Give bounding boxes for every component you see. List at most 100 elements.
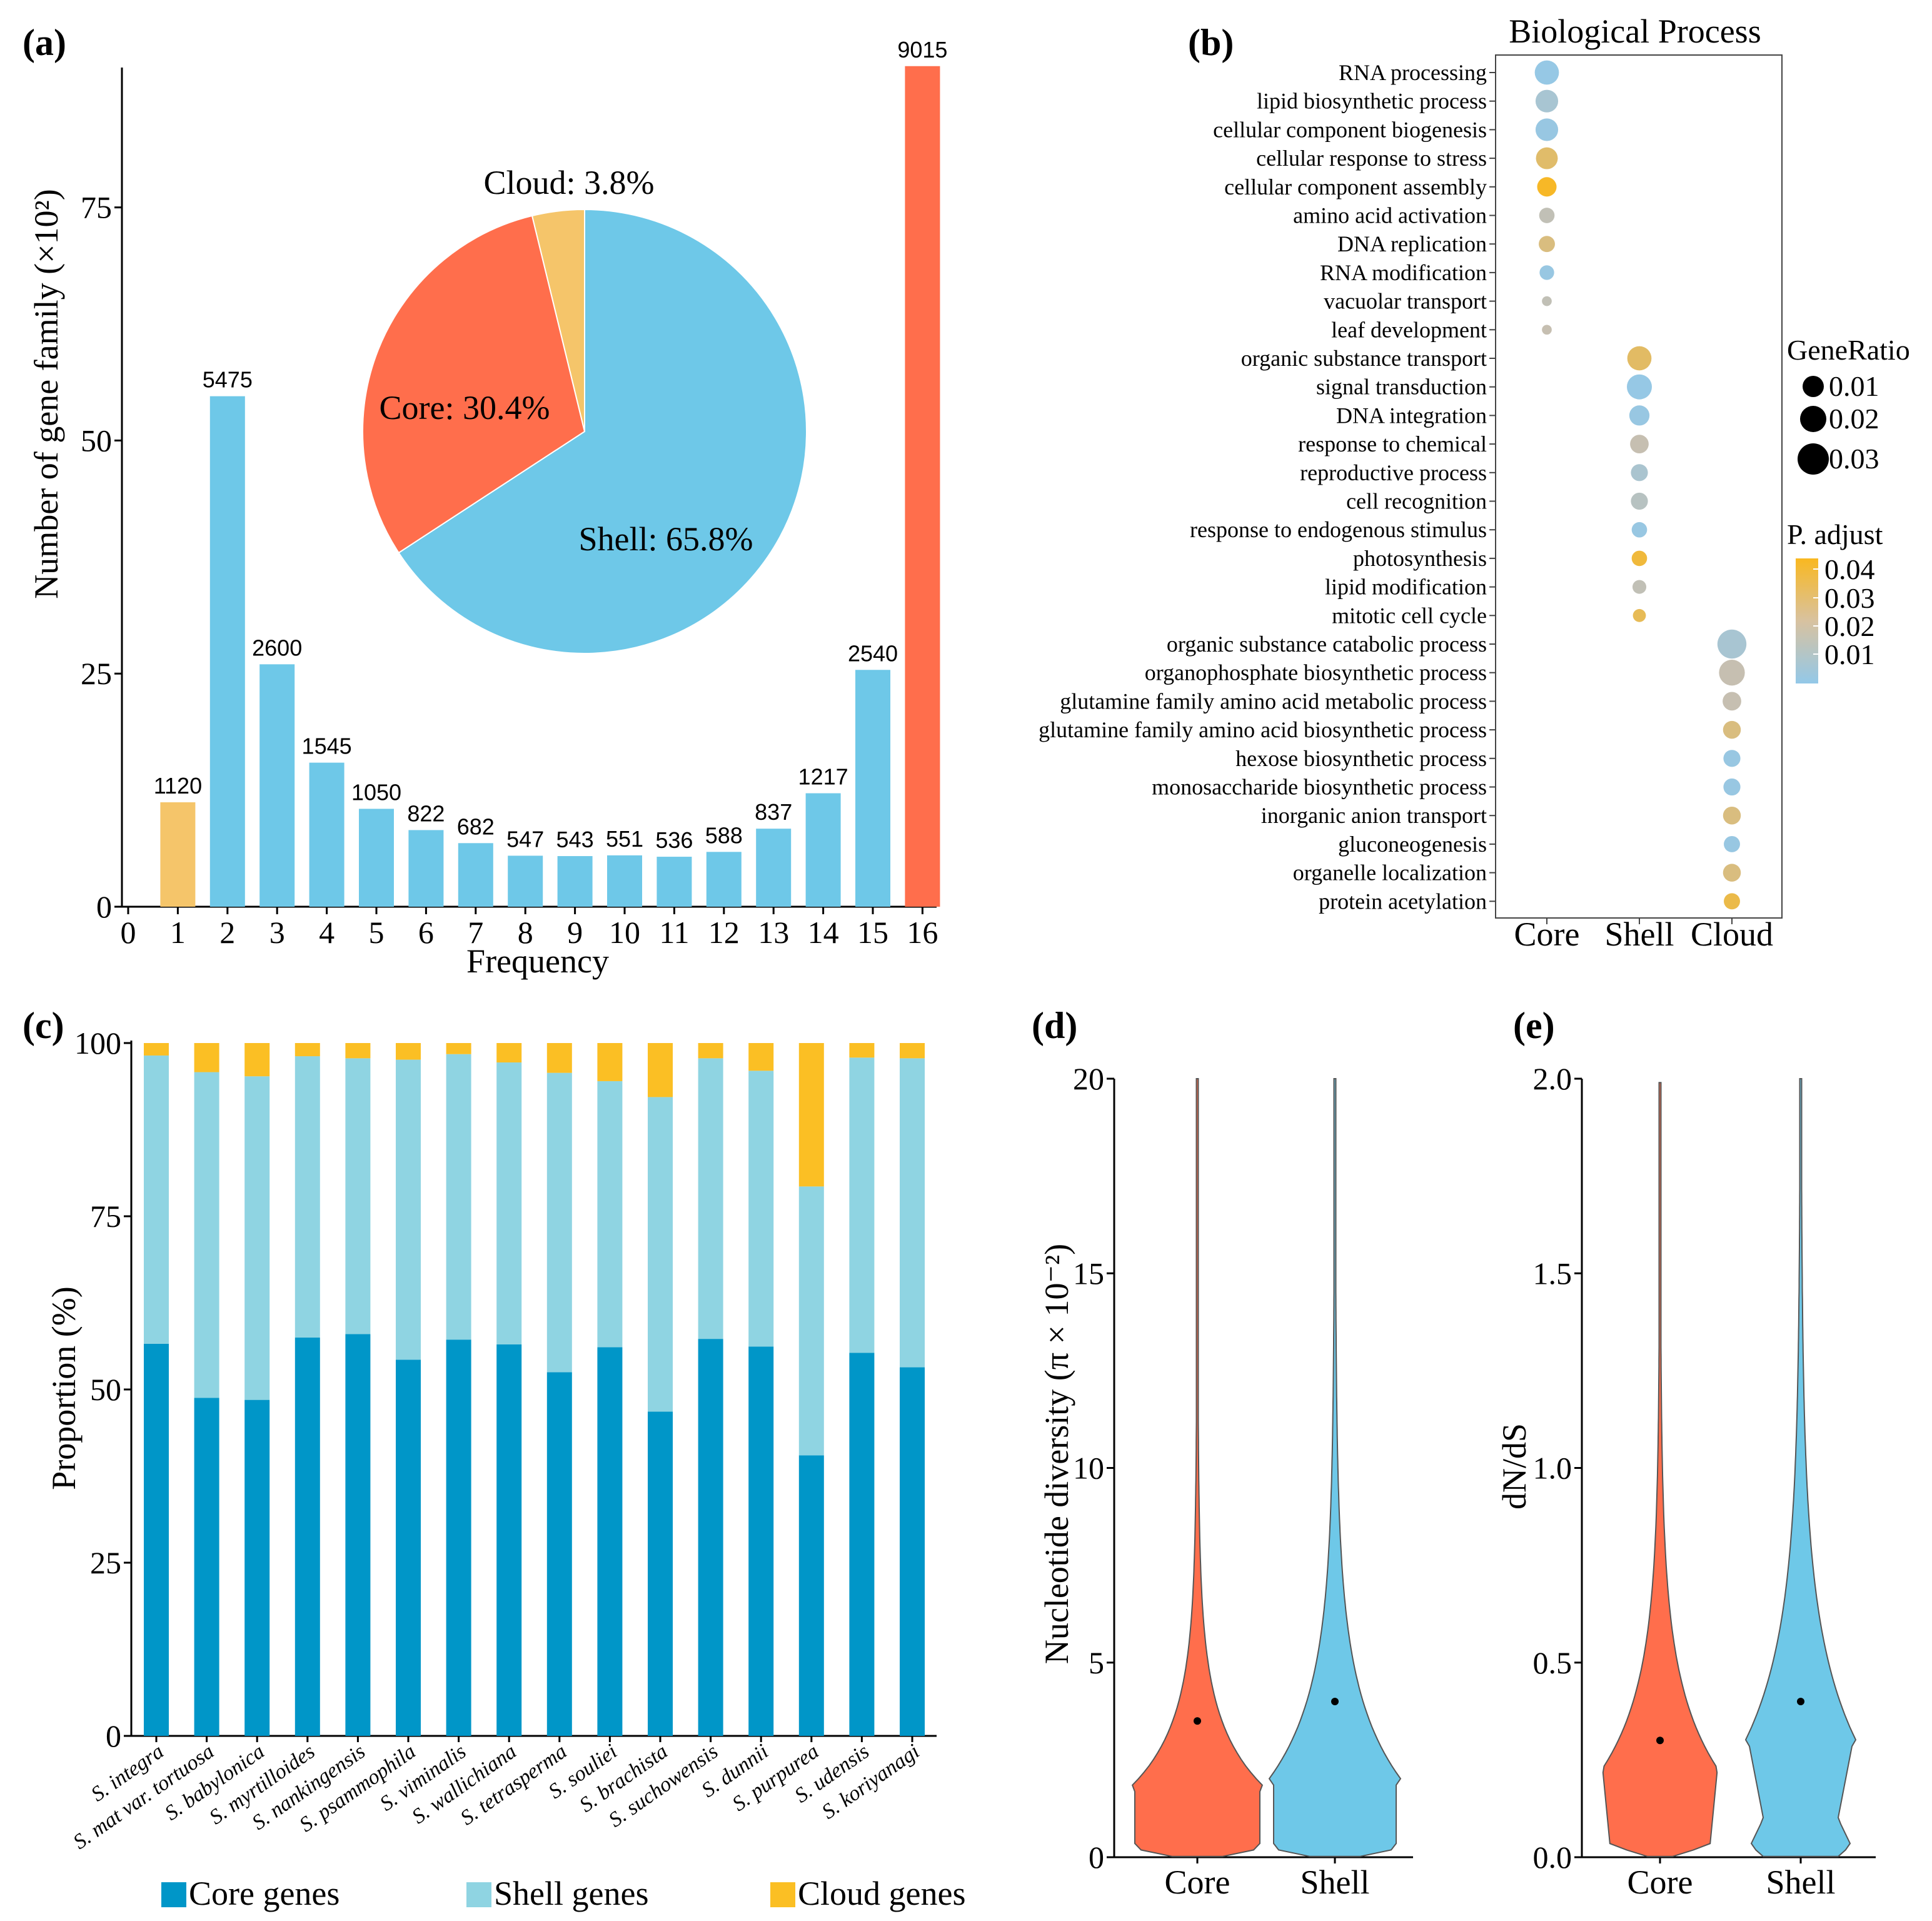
dot-shell [1631, 550, 1648, 567]
x-tick-label: Shell [1766, 1863, 1835, 1901]
dot-core [1536, 147, 1558, 169]
x-tick-label: 15 [857, 915, 888, 950]
term-label: mitotic cell cycle [1332, 603, 1487, 628]
bar-value-label: 5475 [203, 367, 253, 393]
stack-core-genes [546, 1372, 572, 1736]
legend-label: Cloud genes [798, 1875, 965, 1912]
bar-freq-13 [756, 829, 792, 907]
bar-value-label: 543 [556, 827, 594, 852]
stack-shell-genes [194, 1072, 219, 1398]
legend-swatch [161, 1882, 186, 1907]
bar-freq-10 [607, 855, 642, 907]
x-tick-label: 13 [758, 915, 789, 950]
stack-shell-genes [345, 1058, 371, 1334]
legend-padj-title: P. adjust [1787, 518, 1883, 550]
term-label: DNA integration [1336, 403, 1487, 428]
bar-value-label: 9015 [897, 37, 947, 63]
stack-shell-genes [396, 1059, 421, 1360]
dot-cloud [1723, 720, 1741, 739]
legend-label: Shell genes [494, 1875, 648, 1912]
stack-cloud-genes [748, 1043, 774, 1071]
x-tick-label: 11 [659, 915, 689, 950]
panel-label-e: (e) [1513, 1005, 1555, 1046]
dot-cloud [1719, 660, 1745, 686]
x-tick-label-core: Core [1514, 915, 1580, 953]
stack-cloud-genes [446, 1043, 471, 1054]
stack-shell-genes [597, 1081, 623, 1348]
stack-shell-genes [244, 1076, 270, 1400]
stack-shell-genes [294, 1056, 320, 1338]
term-label: glutamine family amino acid metabolic pr… [1060, 688, 1487, 713]
stack-shell-genes [648, 1097, 673, 1412]
dot-shell [1631, 492, 1648, 510]
term-label: glutamine family amino acid biosynthetic… [1039, 717, 1487, 742]
stack-cloud-genes [546, 1043, 572, 1073]
panel-b-dot-plot: Biological Process Core Shell Cloud RNA proc… [1039, 13, 1910, 953]
term-label: DNA replication [1337, 231, 1487, 256]
dot-shell [1633, 608, 1646, 622]
legend-label: Core genes [189, 1875, 340, 1912]
dot-cloud [1723, 806, 1741, 825]
dot-cloud [1724, 835, 1740, 852]
dot-shell [1627, 374, 1652, 400]
bar-freq-9 [557, 856, 593, 907]
dot-shell [1631, 464, 1648, 482]
x-tick-label: 9 [567, 915, 583, 950]
x-tick-label: 8 [518, 915, 533, 950]
term-label: monosaccharide biosynthetic process [1152, 775, 1487, 800]
legend-size-dot [1803, 376, 1824, 397]
median-point [1331, 1698, 1339, 1705]
dot-cloud [1724, 893, 1740, 910]
bar-freq-6 [408, 830, 444, 907]
x-tick-label: Core [1628, 1863, 1693, 1901]
stack-core-genes [698, 1339, 723, 1736]
term-label: amino acid activation [1293, 203, 1487, 228]
stack-core-genes [294, 1337, 320, 1736]
panel-label-b: (b) [1188, 22, 1234, 63]
bar-value-label: 551 [606, 826, 643, 852]
dot-shell [1627, 346, 1652, 371]
dot-shell [1631, 522, 1648, 538]
dot-core [1539, 236, 1555, 253]
y-tick-label: 50 [81, 423, 112, 458]
term-label: inorganic anion transport [1261, 803, 1487, 828]
bar-value-label: 2540 [848, 640, 898, 666]
stack-core-genes [446, 1339, 471, 1736]
stack-shell-genes [144, 1055, 169, 1344]
term-label: response to endogenous stimulus [1190, 517, 1487, 542]
bar-value-label: 1120 [154, 773, 202, 799]
dot-core [1542, 296, 1552, 306]
y-tick-label: 20 [1073, 1061, 1104, 1096]
x-tick-label: 2 [219, 915, 235, 950]
bar-freq-4 [309, 762, 345, 907]
y-axis-label: Number of gene family (×10²) [28, 189, 65, 598]
bar-freq-11 [657, 857, 692, 907]
dot-cloud [1723, 778, 1741, 796]
term-label: response to chemical [1298, 431, 1487, 456]
bar-freq-12 [706, 852, 742, 907]
stack-shell-genes [698, 1058, 723, 1339]
term-label: cellular component biogenesis [1213, 117, 1487, 142]
term-label: RNA modification [1320, 260, 1487, 285]
colorbar-label: 0.02 [1824, 610, 1875, 642]
stack-core-genes [748, 1346, 774, 1736]
stack-shell-genes [546, 1072, 572, 1373]
stack-cloud-genes [294, 1043, 320, 1057]
stack-shell-genes [446, 1054, 471, 1340]
legend-size-label: 0.03 [1829, 443, 1879, 475]
x-tick-label: 12 [708, 915, 740, 950]
dot-core [1534, 60, 1559, 85]
stack-core-genes [496, 1344, 522, 1736]
stack-cloud-genes [648, 1043, 673, 1097]
stack-cloud-genes [496, 1043, 522, 1063]
bar-value-label: 1050 [351, 779, 401, 805]
y-tick-label: 25 [90, 1545, 121, 1580]
bar-value-label: 1217 [798, 764, 848, 790]
legend-size-dot [1798, 443, 1829, 475]
x-tick-label: 3 [269, 915, 285, 950]
y-tick-label: 75 [90, 1199, 121, 1234]
stack-core-genes [396, 1359, 421, 1736]
bar-value-label: 588 [705, 822, 743, 848]
y-tick-label: 5 [1089, 1645, 1104, 1680]
